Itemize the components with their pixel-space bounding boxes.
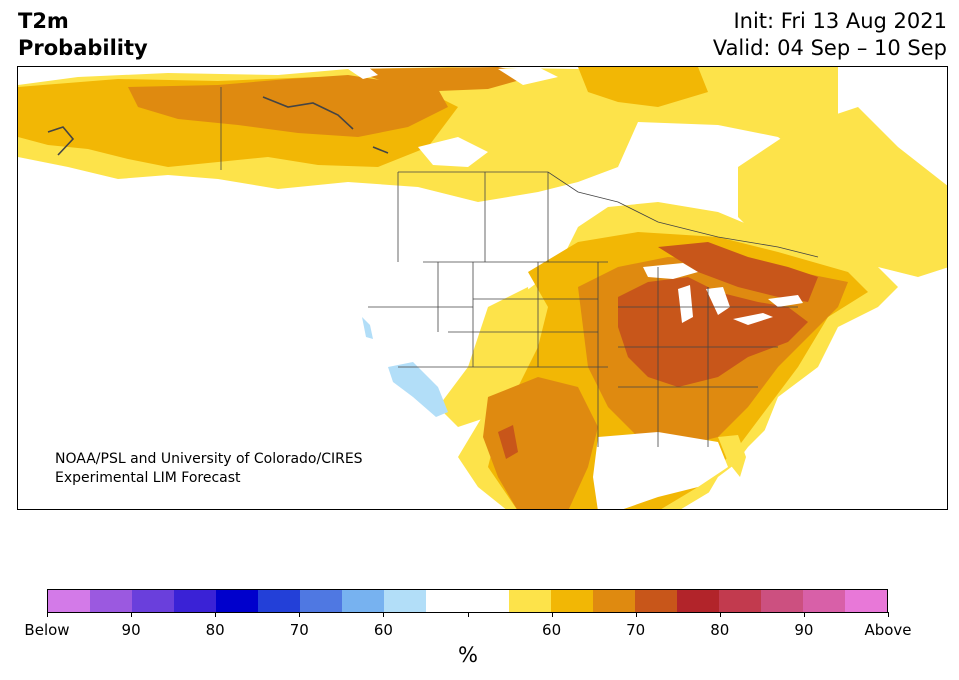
colorbar-tick-label: Above (864, 621, 912, 639)
colorbar-tick-label: 70 (289, 621, 309, 639)
atlantic-ocean (699, 297, 947, 509)
colorbar-tick-label: 80 (205, 621, 225, 639)
region-yukon-above-80 (128, 75, 448, 137)
colorbar-segment (383, 590, 426, 612)
region-texas-above-80 (483, 377, 598, 509)
probability-map: NOAA/PSL and University of Colorado/CIRE… (17, 66, 948, 510)
colorbar-segment (845, 590, 888, 612)
init-date: Init: Fri 13 Aug 2021 (733, 9, 947, 33)
valid-period: Valid: 04 Sep – 10 Sep (712, 36, 947, 60)
colorbar-segment (761, 590, 804, 612)
region-greatlakes-above-90 (618, 277, 808, 387)
colorbar-segment (89, 590, 132, 612)
colorbar-tick-label: 90 (121, 621, 141, 639)
colorbar-tick-label: 80 (710, 621, 730, 639)
data-credit: NOAA/PSL and University of Colorado/CIRE… (55, 450, 363, 488)
colorbar-segment (341, 590, 384, 612)
colorbar-tick-label: Below (24, 621, 70, 639)
florida-land (718, 435, 746, 477)
credit-line-2: Experimental LIM Forecast (55, 470, 241, 486)
pacific-ocean (18, 217, 477, 509)
colorbar-tick (47, 612, 48, 617)
colorbar-tick (215, 612, 217, 617)
colorbar-segment (719, 590, 762, 612)
colorbar-segment (425, 590, 468, 612)
political-borders (220, 87, 819, 447)
colorbar-segment (593, 590, 636, 612)
region-coast-below-60 (362, 317, 373, 339)
alaska-rivers (47, 96, 389, 156)
region-canada-east-above-90 (658, 242, 818, 302)
colorbar-segment (299, 590, 342, 612)
colorbar-tick (383, 612, 385, 617)
arctic-water (348, 67, 558, 167)
colorbar-tick (551, 612, 553, 617)
region-mexico-above-90 (498, 425, 518, 459)
colorbar-segment (215, 590, 258, 612)
colorbar-segment (48, 590, 90, 612)
colorbar-tick (635, 612, 637, 617)
title-type: Probability (18, 36, 148, 60)
colorbar-tick-label: 90 (794, 621, 814, 639)
colorbar-segment (803, 590, 846, 612)
map-title: T2m Probability (18, 8, 148, 62)
colorbar-segment (131, 590, 174, 612)
colorbar-segment (257, 590, 300, 612)
colorbar-segment (635, 590, 678, 612)
colorbar-segment (467, 590, 510, 612)
colorbar-segment (509, 590, 552, 612)
colorbar-tick (299, 612, 301, 617)
colorbar-segment (173, 590, 216, 612)
region-labrador-above-70 (578, 67, 708, 107)
colorbar-tick-label: 60 (373, 621, 393, 639)
colorbar-segment (551, 590, 594, 612)
colorbar-tick (131, 612, 133, 617)
forecast-dates: Init: Fri 13 Aug 2021 Valid: 04 Sep – 10… (713, 8, 947, 62)
map-canvas (18, 67, 947, 509)
region-quebec-above-60 (738, 107, 947, 277)
region-hudson-above-80 (348, 67, 538, 91)
title-variable: T2m (18, 9, 69, 33)
great-lakes-water (643, 263, 803, 325)
colorbar-segment (677, 590, 720, 612)
region-california-below-60 (388, 362, 448, 417)
colorbar-tick-label: 60 (542, 621, 562, 639)
colorbar-tick (719, 612, 721, 617)
colorbar-tick-label: 70 (626, 621, 646, 639)
gulf-of-mexico (593, 432, 728, 509)
colorbar-unit: % (458, 643, 478, 667)
colorbar-tick (888, 612, 889, 617)
colorbar (47, 589, 888, 613)
credit-line-1: NOAA/PSL and University of Colorado/CIRE… (55, 451, 363, 467)
colorbar-tick (467, 612, 469, 617)
colorbar-tick (803, 612, 805, 617)
